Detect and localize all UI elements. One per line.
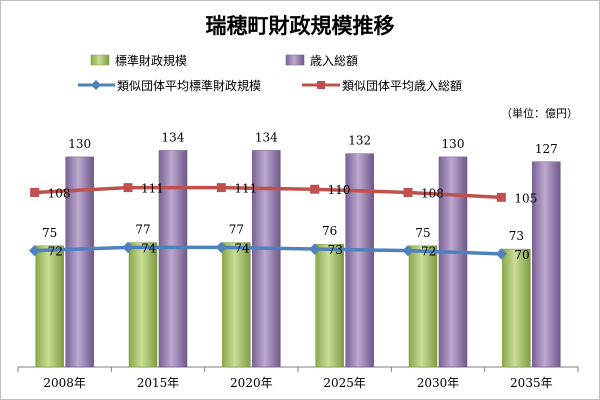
x-tick-label: 2025年 (323, 376, 366, 390)
line-similar-revenue-value-label: 108 (48, 186, 71, 200)
legend-marker-line-similar-standard (91, 80, 101, 90)
legend-marker-line-similar-revenue (317, 81, 325, 89)
x-tick-label: 2020年 (230, 376, 273, 390)
bar-standard-value-label: 77 (229, 223, 244, 237)
line-similar-revenue-marker (496, 192, 506, 202)
chart-title: 瑞穂町財政規模推移 (206, 14, 395, 38)
bar-standard (502, 248, 531, 368)
line-similar-standard-value-label: 73 (328, 243, 343, 257)
line-similar-standard-value-label: 70 (514, 248, 529, 262)
bar-standard-value-label: 76 (322, 224, 337, 238)
line-similar-revenue-value-label: 110 (328, 183, 351, 197)
bar-revenue-value-label: 130 (442, 137, 465, 151)
legend-label-bar-standard: 標準財政規模 (115, 53, 187, 68)
line-similar-standard-marker (215, 241, 227, 254)
legend-swatch-bar-revenue (285, 54, 305, 66)
line-similar-standard (32, 245, 504, 256)
line-similar-standard-value-label: 72 (48, 245, 63, 259)
line-similar-revenue-marker (123, 183, 133, 193)
bar-revenue (438, 156, 468, 368)
line-similar-standard-marker (495, 248, 507, 260)
legend-swatch-bar-standard (90, 54, 110, 66)
bar-revenue-value-label: 127 (535, 142, 558, 156)
line-similar-revenue-value-label: 111 (234, 182, 257, 196)
line-similar-revenue-value-label: 105 (514, 191, 537, 205)
bar-revenue-value-label: 130 (68, 137, 91, 151)
line-similar-standard-marker (402, 244, 414, 257)
bar-standard (35, 245, 64, 368)
x-tick-label: 2030年 (417, 376, 460, 390)
line-similar-revenue-marker (30, 187, 40, 197)
bar-revenue-value-label: 134 (255, 130, 278, 144)
legend-label-line-similar-revenue: 類似団体平均歳入総額 (342, 79, 462, 93)
x-tick-label: 2015年 (137, 376, 180, 390)
bar-standard (315, 243, 344, 368)
bar-standard-value-label: 77 (135, 223, 150, 237)
x-tick-label: 2008年 (43, 376, 86, 390)
bar-standard-value-label: 73 (509, 229, 524, 243)
bar-standard-value-label: 75 (415, 226, 430, 240)
line-similar-revenue-marker (310, 184, 320, 194)
bar-standard-value-label: 75 (42, 226, 57, 240)
line-similar-standard-value-label: 74 (141, 241, 157, 255)
unit-label: （単位：億円） (501, 106, 578, 120)
bar-revenue-value-label: 134 (162, 130, 185, 144)
bar-revenue (532, 161, 561, 368)
legend-label-bar-revenue: 歳入総額 (310, 54, 358, 68)
line-similar-revenue-marker (216, 183, 226, 193)
line-similar-revenue-marker (403, 187, 413, 197)
bar-revenue-value-label: 132 (348, 134, 371, 148)
bar-standard (222, 242, 251, 368)
line-similar-revenue-value-label: 111 (141, 182, 164, 196)
line-similar-revenue-value-label: 108 (421, 186, 444, 200)
line-similar-standard-value-label: 72 (421, 245, 436, 259)
plot-area: 75 77 77 76 75 73 130 134 134 132 130 127 72 74 74 73 72… (17, 130, 579, 390)
line-similar-revenue (32, 185, 504, 200)
legend-label-line-similar-standard: 類似団体平均標準財政規模 (117, 78, 261, 93)
line-similar-standard-marker (309, 243, 321, 255)
x-tick-label: 2035年 (510, 376, 553, 390)
bar-standard (408, 245, 438, 368)
bar-standard (128, 242, 158, 368)
line-similar-standard-value-label: 74 (234, 241, 250, 255)
legend: 標準財政規模 歳入総額 類似団体平均標準財政規模 類似団体平均歳入総額 (78, 53, 462, 93)
